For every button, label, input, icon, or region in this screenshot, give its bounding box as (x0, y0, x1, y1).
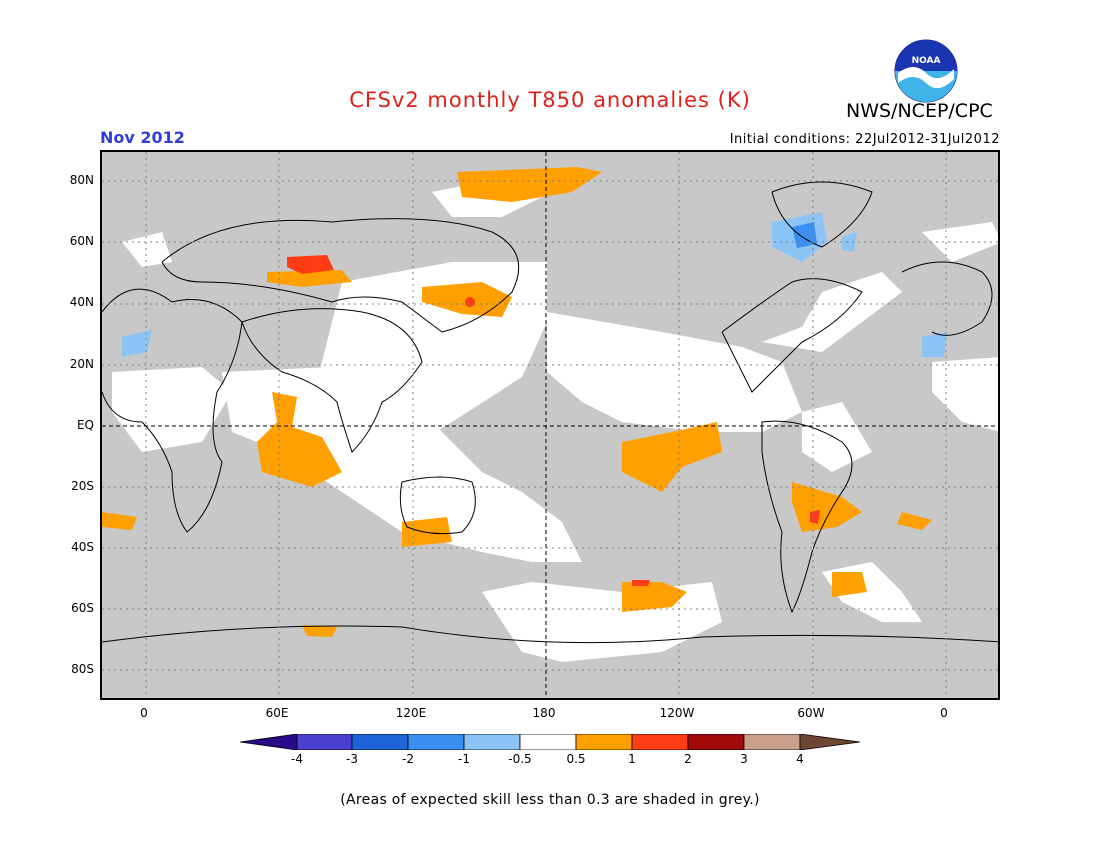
graticule (102, 152, 998, 698)
lat-label-60s: 60S (71, 601, 94, 615)
lon-label-0: 0 (140, 706, 148, 720)
colorbar-cell-3 (407, 734, 465, 750)
colorbar-tick-label: -2 (402, 752, 414, 766)
colorbar-cell-2 (351, 734, 409, 750)
colorbar (240, 734, 861, 750)
chart-title: CFSv2 monthly T850 anomalies (K) (349, 88, 751, 112)
lat-label-40s: 40S (71, 540, 94, 554)
lat-label-40n: 40N (69, 295, 94, 309)
anomaly-map (100, 150, 1000, 700)
logo-text: NOAA (912, 56, 941, 66)
strong-warm-regions (287, 255, 820, 586)
colorbar-tick-label: -0.5 (508, 752, 532, 766)
colorbar-tick-label: 0.5 (566, 752, 586, 766)
lat-label-80n: 80N (69, 173, 94, 187)
lon-label-60w: 60W (797, 706, 825, 720)
lat-label-20n: 20N (69, 357, 94, 371)
forecast-month: Nov 2012 (100, 128, 185, 147)
colorbar-cell-0 (240, 734, 298, 750)
coastlines (102, 181, 998, 644)
reference-lines (102, 152, 998, 698)
lat-label-80s: 80S (71, 662, 94, 676)
neutral-regions (112, 182, 998, 662)
lat-label-20s: 20S (71, 479, 94, 493)
colorbar-tick-label: 3 (740, 752, 748, 766)
lat-label-60n: 60N (69, 234, 94, 248)
noaa-logo-icon: NOAA (894, 39, 958, 103)
initial-conditions: Initial conditions: 22Jul2012-31Jul2012 (729, 132, 1000, 147)
organization-label: NWS/NCEP/CPC (846, 100, 993, 122)
map-canvas (102, 152, 998, 698)
colorbar-cell-6 (575, 734, 633, 750)
colorbar-cell-4 (463, 734, 521, 750)
colorbar-tick-label: -4 (291, 752, 303, 766)
colorbar-cell-9 (743, 734, 801, 750)
colorbar-tick-label: -1 (458, 752, 470, 766)
lon-label-0-east: 0 (940, 706, 948, 720)
warm-anomaly-regions (102, 167, 932, 637)
colorbar-tick-label: 4 (796, 752, 804, 766)
colorbar-cell-7 (631, 734, 689, 750)
colorbar-cell-1 (296, 734, 353, 750)
colorbar-cell-8 (687, 734, 745, 750)
colorbar-tick-label: -3 (346, 752, 358, 766)
lon-label-60e: 60E (265, 706, 289, 720)
colorbar-tick-label: 2 (684, 752, 692, 766)
colorbar-cell-5 (519, 734, 577, 750)
lon-label-120e: 120E (395, 706, 427, 720)
colorbar-tick-label: 1 (628, 752, 636, 766)
lat-label-eq: EQ (76, 418, 94, 432)
skill-note: (Areas of expected skill less than 0.3 a… (340, 792, 760, 808)
lon-label-180: 180 (532, 706, 556, 720)
lon-label-120w: 120W (659, 706, 695, 720)
colorbar-cell-10 (799, 734, 861, 750)
